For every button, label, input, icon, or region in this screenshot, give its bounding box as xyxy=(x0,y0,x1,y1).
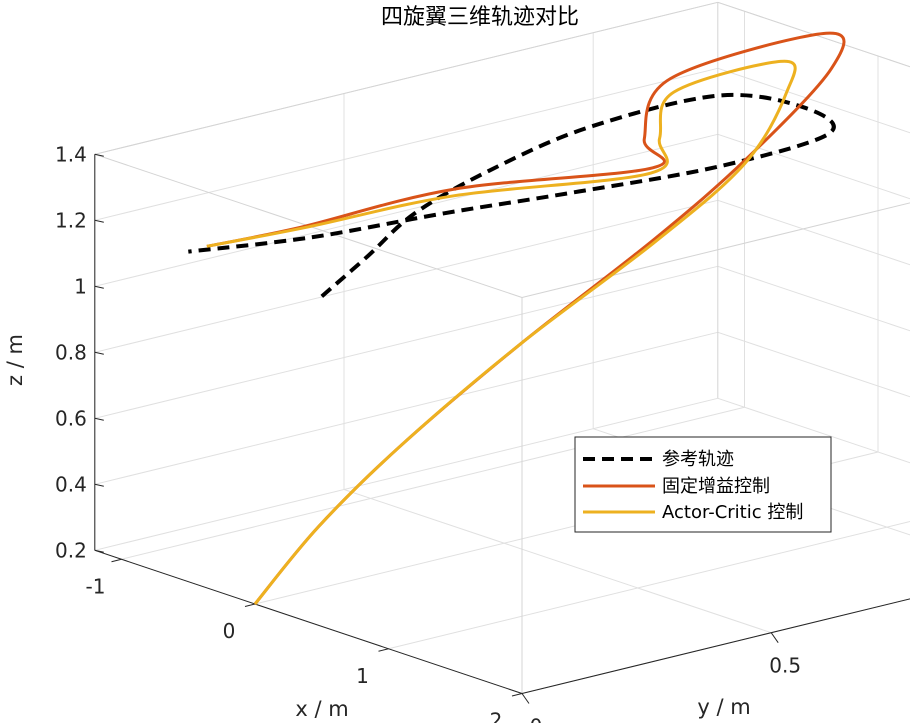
axes-box xyxy=(94,153,910,704)
y-axis-line xyxy=(521,598,910,694)
z-tick-label: 0.8 xyxy=(55,340,87,364)
box-edge xyxy=(94,1,718,155)
z-tick-mark xyxy=(94,417,104,421)
side-wall-grid-line-z xyxy=(94,265,718,419)
z-tick-mark xyxy=(94,219,104,223)
legend-label-fixed-gain: 固定增益控制 xyxy=(662,476,770,497)
x-tick-mark xyxy=(378,648,389,652)
back-wall-grid-line-z xyxy=(717,67,910,134)
z-tick-label: 1.4 xyxy=(55,142,87,166)
plot-lines xyxy=(188,31,846,605)
back-wall-grid-line-z xyxy=(717,397,910,464)
box-edge xyxy=(521,202,910,298)
side-wall-grid-line-z xyxy=(94,331,718,485)
x-tick-label: -1 xyxy=(86,574,106,598)
side-wall-grid-line-z xyxy=(94,133,718,287)
back-wall-grid-line-z xyxy=(717,265,910,332)
z-tick-label: 0.6 xyxy=(55,406,87,430)
actor-critic-trajectory-line xyxy=(206,59,797,605)
back-wall-grid-line-z xyxy=(717,331,910,398)
floor-grid-line-x xyxy=(121,406,745,560)
x-tick-label: 0 xyxy=(223,619,236,643)
y-tick-mark xyxy=(521,693,530,704)
floor-grid-line-x xyxy=(388,520,910,650)
z-tick-label: 1 xyxy=(74,274,87,298)
box-edge xyxy=(717,1,910,68)
floor-grid-line-y xyxy=(343,489,772,634)
z-tick-mark xyxy=(94,351,104,355)
z-tick-label: 1.2 xyxy=(55,208,87,232)
y-tick-label: 0 xyxy=(530,715,543,723)
x-tick-mark xyxy=(511,693,523,697)
legend-label-reference: 参考轨迹 xyxy=(662,449,734,470)
z-tick-mark xyxy=(94,285,104,289)
side-wall-grid-line-z xyxy=(94,199,718,353)
x-tick-mark xyxy=(111,558,122,563)
side-wall-grid-line-z xyxy=(94,397,718,551)
z-axis-label: z / m xyxy=(3,334,27,386)
z-tick-mark xyxy=(94,483,104,487)
z-tick-mark xyxy=(94,153,104,157)
back-wall-grid-line-z xyxy=(717,1,910,68)
z-tick-label: 0.4 xyxy=(55,472,87,496)
legend: 参考轨迹 固定增益控制 Actor-Critic 控制 xyxy=(574,436,832,533)
x-axis-line xyxy=(94,549,523,694)
tick-labels: -101200.510.20.40.60.811.21.4 xyxy=(55,142,801,723)
x-tick-label: 2 xyxy=(490,709,503,723)
y-axis-label: y / m xyxy=(697,695,750,719)
x-tick-label: 1 xyxy=(356,664,369,688)
legend-label-actor-critic: Actor-Critic 控制 xyxy=(662,502,803,523)
axes-grid xyxy=(94,1,910,694)
back-wall-grid-line-z xyxy=(717,199,910,266)
x-axis-label: x / m xyxy=(295,697,348,721)
back-wall-grid-line-z xyxy=(717,133,910,200)
y-tick-label: 0.5 xyxy=(769,654,801,678)
floor-grid-line-x xyxy=(521,598,910,694)
chart-title: 四旋翼三维轨迹对比 xyxy=(381,5,579,30)
y-tick-mark xyxy=(770,632,779,643)
side-wall-grid-line-z xyxy=(94,67,718,221)
z-tick-mark xyxy=(94,549,104,553)
x-tick-mark xyxy=(244,603,256,607)
reference-trajectory-line xyxy=(188,92,836,298)
z-tick-label: 0.2 xyxy=(55,538,87,562)
